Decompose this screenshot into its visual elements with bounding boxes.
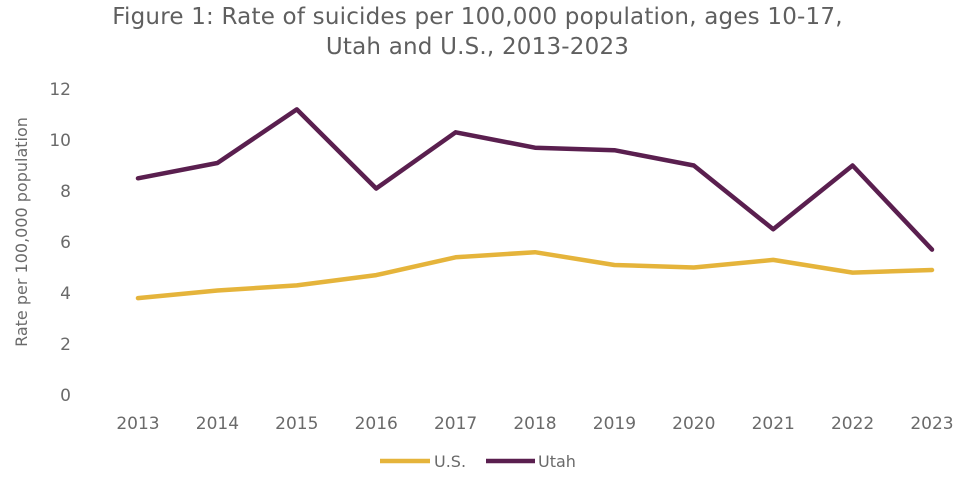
data-point [613,263,616,267]
series-line-utah [135,107,935,252]
data-point [851,271,854,274]
data-point [772,228,775,231]
y-tick-label: 2 [60,335,71,355]
data-point [454,131,457,134]
data-point [375,187,378,190]
legend-label: U.S. [434,452,466,471]
data-point [295,284,298,287]
y-tick-label: 12 [49,80,71,100]
data-point [851,164,854,167]
legend: U.S. Utah [380,452,576,471]
x-tick-label: 2015 [275,414,318,434]
y-tick-label: 0 [60,386,71,406]
y-axis-ticks: 0 2 4 6 8 10 12 [49,80,71,406]
x-tick-label: 2018 [513,414,556,434]
x-tick-label: 2016 [355,414,398,434]
x-tick-label: 2020 [672,414,715,434]
data-point [454,256,457,259]
data-point [136,296,140,300]
x-tick-label: 2019 [593,414,636,434]
series-line-us [135,249,935,301]
x-tick-label: 2021 [752,414,795,434]
data-point [295,108,298,111]
data-point [375,273,378,277]
x-tick-label: 2013 [116,414,159,434]
data-point [216,161,219,165]
legend-label: Utah [538,452,576,471]
chart-title: Figure 1: Rate of suicides per 100,000 p… [112,4,843,30]
data-point [613,149,616,152]
x-axis-ticks: 2013 2014 2015 2016 2017 2018 2019 2020 2021 2022… [116,414,953,434]
data-point [136,177,140,180]
data-point [216,289,219,292]
data-point [533,251,537,254]
data-point [930,268,934,272]
data-point [772,258,775,262]
x-tick-label: 2014 [196,414,239,434]
y-tick-label: 6 [60,233,71,253]
y-axis-label: Rate per 100,000 population [12,117,31,347]
chart-subtitle: Utah and U.S., 2013-2023 [325,34,630,60]
x-tick-label: 2017 [434,414,477,434]
y-tick-label: 8 [60,182,71,202]
series-lines [135,107,935,301]
data-point [930,248,934,251]
data-point [533,146,537,149]
data-point [692,164,695,167]
y-tick-label: 10 [49,131,71,151]
data-point [692,266,695,269]
y-tick-label: 4 [60,284,71,304]
x-tick-label: 2023 [910,414,953,434]
x-tick-label: 2022 [831,414,874,434]
